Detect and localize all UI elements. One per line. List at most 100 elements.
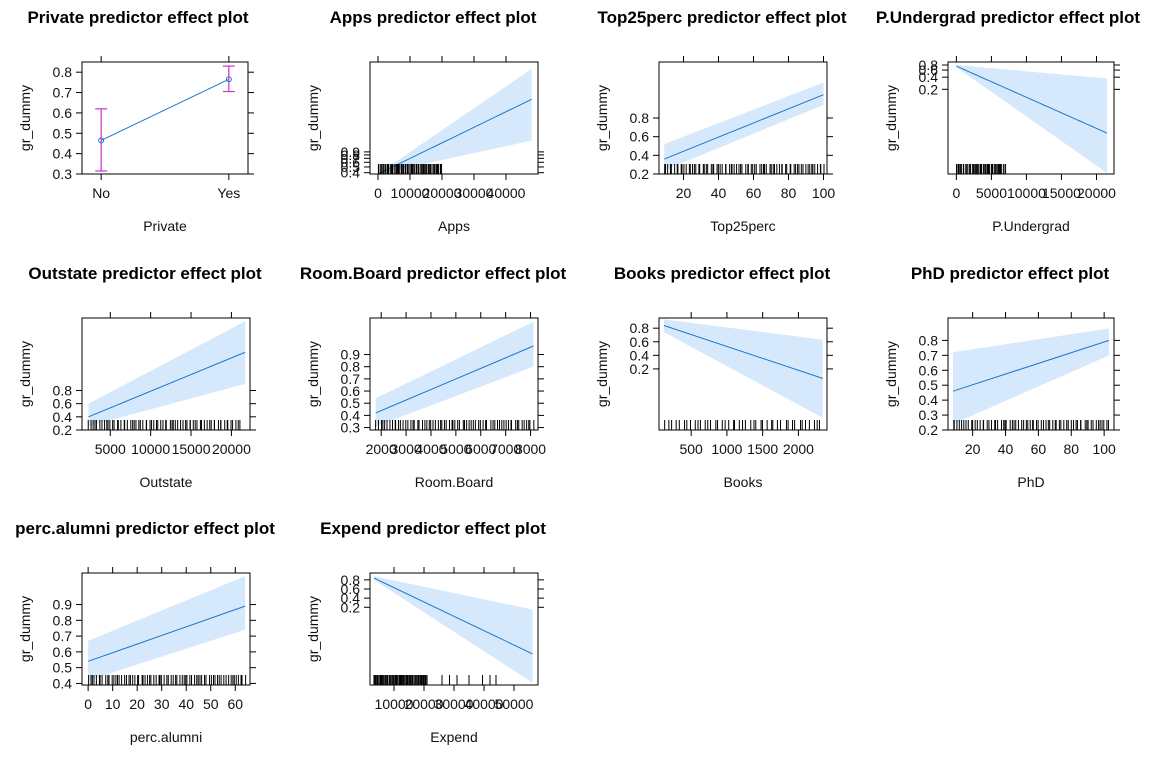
y-tick-label: 0.9 xyxy=(53,597,73,613)
fitted-line xyxy=(375,345,534,414)
y-tick-label: 0.2 xyxy=(53,422,73,438)
x-tick-label: 0 xyxy=(953,185,961,201)
plot-title: Top25perc predictor effect plot xyxy=(597,8,846,27)
x-tick-label: 2000 xyxy=(366,441,397,457)
x-tick-label: 4000 xyxy=(415,441,446,457)
rug xyxy=(88,675,247,685)
plot-title: Private predictor effect plot xyxy=(27,8,248,27)
plot-frame xyxy=(658,317,828,431)
y-axis-label: gr_dummy xyxy=(17,85,33,151)
confidence-band xyxy=(378,68,532,174)
x-tick-label: 0 xyxy=(374,185,382,201)
y-axis-label: gr_dummy xyxy=(17,341,33,407)
x-tick-label: 20000 xyxy=(1077,185,1116,201)
plot-frame xyxy=(369,317,539,431)
x-tick-label: 20000 xyxy=(405,696,444,712)
y-axis-label: gr_dummy xyxy=(883,341,899,407)
x-tick-label: 5000 xyxy=(976,185,1007,201)
x-tick-label: 5000 xyxy=(95,441,126,457)
effect-plot-outstate: 5000 10000 15000 20000 0.20.40.60.8 Outstate … xyxy=(17,264,262,490)
y-tick-label: 0.4 xyxy=(53,146,73,162)
plot-area xyxy=(100,78,230,141)
y-tick-label: 0.5 xyxy=(341,159,361,175)
x-tick-label: 15000 xyxy=(172,441,211,457)
x-tick-label: 20 xyxy=(676,185,692,201)
effect-plot-books: 500 1000 1500 2000 0.20.40.60.8 Books predict… xyxy=(594,264,833,490)
y-tick-label: 0.7 xyxy=(53,628,73,644)
plot-area xyxy=(952,328,1110,425)
confidence-band xyxy=(952,328,1110,425)
y-tick-label: 0.8 xyxy=(341,359,361,375)
effect-plot-perc-alumni: 0 10 20 30 40 50 60 0.40.50.60.70.80.9 perc.alum… xyxy=(15,519,275,745)
plot-frame xyxy=(947,317,1115,431)
plot-frame xyxy=(81,61,249,175)
x-tick-label: 10 xyxy=(105,696,121,712)
x-axis-label: Outstate xyxy=(140,474,193,490)
y-tick-label: 0.8 xyxy=(53,64,73,80)
rug xyxy=(953,420,1109,430)
rug xyxy=(87,420,241,430)
y-tick-label: 0.4 xyxy=(919,69,939,85)
x-tick-label: 20000 xyxy=(423,185,462,201)
x-axis-label: perc.alumni xyxy=(130,729,202,745)
y-tick-label: 0.4 xyxy=(53,675,73,691)
x-tick-label: 80 xyxy=(781,185,797,201)
confidence-band xyxy=(373,576,533,683)
plot-title: Outstate predictor effect plot xyxy=(28,264,262,283)
effect-plot-phd: 20 40 60 80 100 0.20.30.40.50.60.70.8 PhD pred… xyxy=(883,264,1120,490)
y-axis-label: gr_dummy xyxy=(17,596,33,662)
y-tick-label: 0.5 xyxy=(341,395,361,411)
y-tick-label: 0.6 xyxy=(341,154,361,170)
plot-area xyxy=(664,82,824,171)
x-tick-label: 20 xyxy=(965,441,981,457)
y-axis-label: gr_dummy xyxy=(594,341,610,407)
plot-title: P.Undergrad predictor effect plot xyxy=(876,8,1141,27)
x-tick-label: 100 xyxy=(812,185,836,201)
x-tick-label: 15000 xyxy=(1042,185,1081,201)
confidence-band xyxy=(88,576,246,681)
y-tick-label: 0.2 xyxy=(630,361,650,377)
x-tick-label: 6000 xyxy=(465,441,496,457)
y-tick-label: 0.6 xyxy=(341,383,361,399)
y-tick-label: 0.6 xyxy=(341,581,361,597)
plot-frame xyxy=(947,61,1115,175)
x-tick-label: 40 xyxy=(178,696,194,712)
x-tick-label: 5000 xyxy=(440,441,471,457)
y-tick-label: 0.6 xyxy=(919,362,939,378)
x-axis-label: Room.Board xyxy=(415,474,494,490)
effect-plot-top25perc: 20 40 60 80 100 0.2 0.4 0.6 0.8 Top25perc predict… xyxy=(594,8,847,234)
x-axis-label: Books xyxy=(724,474,763,490)
x-tick-label: 10000 xyxy=(1007,185,1046,201)
fitted-line xyxy=(87,605,246,662)
y-tick-label: 0.6 xyxy=(919,62,939,78)
x-tick-label: 40 xyxy=(998,441,1014,457)
confidence-band xyxy=(375,321,534,427)
y-tick-label: 0.4 xyxy=(341,407,361,423)
y-tick-label: 0.2 xyxy=(919,422,939,438)
x-tick-label: 40000 xyxy=(487,185,526,201)
x-tick-label: 1000 xyxy=(711,441,742,457)
plot-title: PhD predictor effect plot xyxy=(911,264,1110,283)
y-tick-label: 0.6 xyxy=(53,105,73,121)
x-tick-label: 7000 xyxy=(490,441,521,457)
fitted-line xyxy=(100,78,230,141)
x-tick-label: 10000 xyxy=(131,441,170,457)
x-axis-label: PhD xyxy=(1017,474,1044,490)
y-tick-label: 0.2 xyxy=(341,599,361,615)
y-tick-label: 0.8 xyxy=(919,332,939,348)
x-tick-label: 3000 xyxy=(391,441,422,457)
y-axis-label: gr_dummy xyxy=(594,85,610,151)
plot-title: Expend predictor effect plot xyxy=(320,519,546,538)
x-tick-label: 8000 xyxy=(515,441,546,457)
x-tick-label: 60 xyxy=(227,696,243,712)
confidence-band xyxy=(88,321,246,427)
y-axis-label: gr_dummy xyxy=(305,341,321,407)
y-tick-label: 0.8 xyxy=(53,612,73,628)
y-tick-label: 0.2 xyxy=(919,81,939,97)
x-tick-label: 40 xyxy=(711,185,727,201)
y-tick-label: 0.7 xyxy=(341,150,361,166)
x-tick-label: 10000 xyxy=(375,696,414,712)
